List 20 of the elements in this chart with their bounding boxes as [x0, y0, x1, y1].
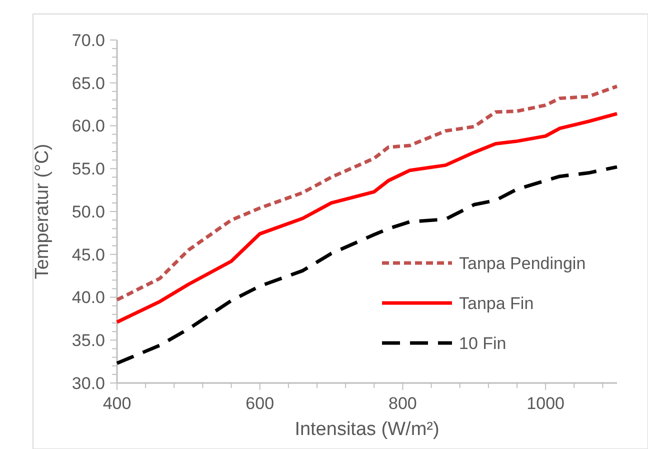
legend-label: Tanpa Fin [459, 294, 534, 313]
x-axis-title: Intensitas (W/m²) [294, 419, 440, 440]
x-tick-label: 800 [388, 394, 417, 413]
x-tick-label: 400 [102, 394, 132, 413]
y-tick-label: 60.0 [72, 116, 105, 136]
y-tick-label: 40.0 [72, 288, 105, 308]
y-tick-label: 70.0 [72, 30, 105, 50]
y-axis-title: Temperatur (°C) [32, 144, 53, 280]
y-tick-label: 30.0 [72, 374, 105, 393]
y-tick-label: 45.0 [72, 245, 105, 264]
legend-label: Tanpa Pendingin [459, 254, 586, 273]
x-tick-label: 1000 [526, 394, 564, 413]
x-tick-label: 600 [246, 394, 274, 413]
y-tick-label: 50.0 [72, 202, 105, 222]
line-series [115, 112, 619, 324]
legend-label: 10 Fin [459, 334, 506, 353]
line-series [115, 165, 619, 366]
y-tick-label: 35.0 [72, 331, 105, 350]
y-tick-label: 65.0 [72, 74, 105, 93]
y-tick-label: 55.0 [72, 160, 105, 179]
